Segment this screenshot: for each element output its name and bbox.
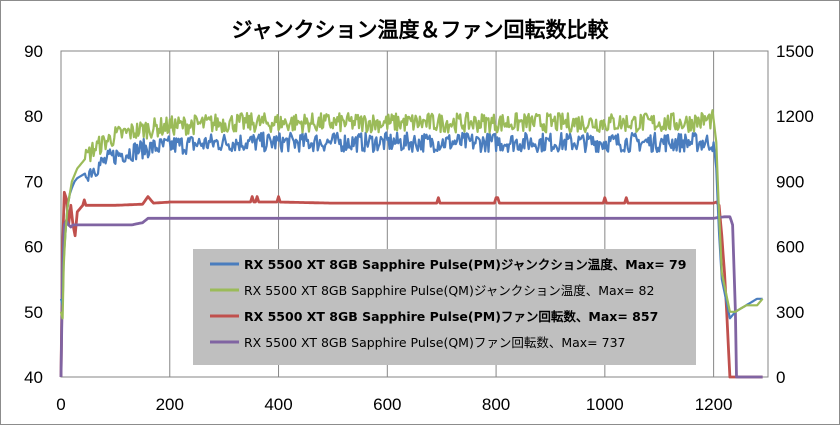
y-left-tick-label: 90 xyxy=(24,42,43,61)
x-tick-label: 400 xyxy=(264,395,292,414)
series-line-4 xyxy=(59,215,763,379)
series-line-3 xyxy=(59,190,763,379)
y-axis-right: 0 300 600 900 1200 1500 xyxy=(776,42,814,387)
x-tick-label: 1200 xyxy=(695,395,733,414)
x-tick-label: 1000 xyxy=(586,395,624,414)
y-left-tick-label: 40 xyxy=(24,368,43,387)
y-right-tick-label: 300 xyxy=(776,303,804,322)
y-right-tick-label: 600 xyxy=(776,238,804,257)
series-line-2 xyxy=(59,109,764,320)
y-left-tick-label: 80 xyxy=(24,107,43,126)
x-tick-label: 200 xyxy=(156,395,184,414)
y-right-tick-label: 0 xyxy=(776,368,785,387)
chart-title: ジャンクション温度＆ファン回転数比較 xyxy=(232,18,610,42)
legend-label-1: RX 5500 XT 8GB Sapphire Pulse(PM)ジャンクション… xyxy=(244,257,686,272)
y-left-tick-label: 70 xyxy=(24,172,43,191)
y-right-tick-label: 900 xyxy=(776,172,804,191)
legend-label-4: RX 5500 XT 8GB Sapphire Pulse(QM)ファン回転数、… xyxy=(244,335,625,350)
x-tick-label: 600 xyxy=(373,395,401,414)
y-left-tick-label: 60 xyxy=(24,238,43,257)
gridlines xyxy=(169,51,715,377)
x-tick-label: 800 xyxy=(482,395,510,414)
y-axis-left: 40 50 60 70 80 90 xyxy=(24,42,43,387)
legend: RX 5500 XT 8GB Sapphire Pulse(PM)ジャンクション… xyxy=(193,249,696,365)
series-lines xyxy=(59,109,764,379)
plot-area xyxy=(60,50,769,378)
y-left-tick-label: 50 xyxy=(24,303,43,322)
legend-label-2: RX 5500 XT 8GB Sapphire Pulse(QM)ジャンクション… xyxy=(244,283,654,298)
y-right-tick-label: 1500 xyxy=(776,42,814,61)
legend-background xyxy=(193,249,696,365)
x-tick-label: 0 xyxy=(56,395,65,414)
series-line-1 xyxy=(59,131,763,320)
x-axis: 0 200 400 600 800 1000 1200 xyxy=(56,395,732,414)
legend-label-3: RX 5500 XT 8GB Sapphire Pulse(PM)ファン回転数、… xyxy=(244,309,658,324)
y-right-tick-label: 1200 xyxy=(776,107,814,126)
